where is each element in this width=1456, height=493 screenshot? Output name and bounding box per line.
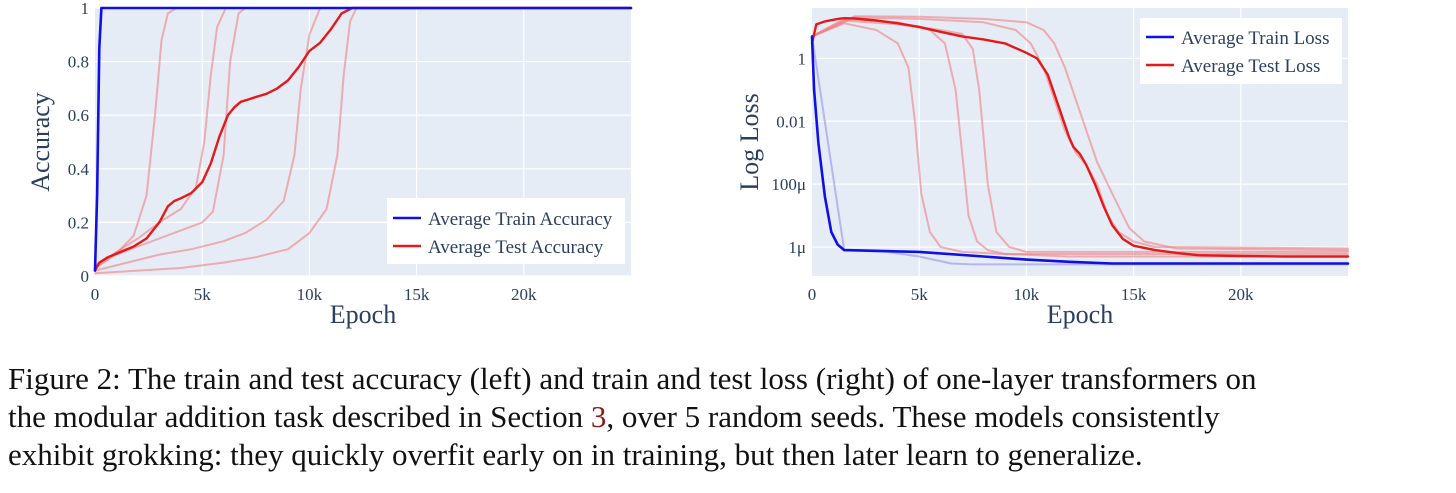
figure-caption: Figure 2: The train and test accuracy (l… <box>8 360 1452 474</box>
x-tick-label: 20k <box>511 285 537 304</box>
y-tick-label: 0.01 <box>776 112 806 131</box>
caption-text: the modular addition task described in S… <box>8 399 591 434</box>
y-axis-label: Accuracy <box>26 92 55 192</box>
gridlines <box>812 8 1348 276</box>
x-tick-label: 5k <box>194 285 212 304</box>
tick-labels: 0 5k 10k 15k 20k 0 0.2 0.4 0.6 0.8 1 <box>68 0 537 304</box>
y-tick-label: 1 <box>798 49 807 68</box>
seed-run-line <box>811 16 1349 250</box>
y-axis-label: Log Loss <box>735 93 764 191</box>
y-tick-label: 0 <box>81 267 90 286</box>
legend-box <box>1140 18 1342 84</box>
seed-run-line <box>811 15 1349 252</box>
series-lines <box>93 6 633 275</box>
caption-text: , over 5 random seeds. These models cons… <box>606 399 1220 434</box>
train-average-line <box>810 35 1350 265</box>
tick-labels: 0 5k 10k 15k 20k 1 0.01 100μ 1μ <box>771 49 1254 304</box>
caption-line: Figure 2: The train and test accuracy (l… <box>8 361 1257 396</box>
test-average-line <box>810 17 1350 258</box>
caption-line: exhibit grokking: they quickly overfit e… <box>8 437 1143 472</box>
x-tick-label: 20k <box>1228 285 1254 304</box>
legend: Average Train Accuracy Average Test Accu… <box>387 198 625 264</box>
seed-run-line <box>94 7 632 267</box>
legend-box <box>387 198 625 264</box>
x-tick-label: 0 <box>91 285 100 304</box>
legend: Average Train Loss Average Test Loss <box>1140 18 1342 84</box>
y-tick-label: 0.2 <box>68 213 89 232</box>
legend-label-train: Average Train Loss <box>1181 28 1329 49</box>
legend-label-train: Average Train Accuracy <box>428 209 613 230</box>
x-tick-label: 10k <box>1014 285 1040 304</box>
x-axis-label: Epoch <box>1047 300 1113 329</box>
seed-run-line <box>811 19 1349 253</box>
x-axis-label: Epoch <box>330 300 396 329</box>
seed-run-line <box>94 7 632 275</box>
x-tick-label: 15k <box>404 285 430 304</box>
x-tick-label: 10k <box>297 285 323 304</box>
y-tick-label: 0.4 <box>68 160 90 179</box>
y-tick-label: 1 <box>81 0 90 18</box>
y-tick-label: 0.6 <box>68 106 89 125</box>
legend-label-test: Average Test Accuracy <box>428 237 604 258</box>
legend-label-test: Average Test Loss <box>1181 56 1320 77</box>
train-average-line <box>93 6 633 272</box>
y-tick-label: 0.8 <box>68 53 89 72</box>
x-tick-label: 5k <box>911 285 929 304</box>
seed-run-line <box>94 7 632 272</box>
y-tick-label: 1μ <box>788 238 806 257</box>
series-lines <box>810 15 1350 266</box>
caption-line: the modular addition task described in S… <box>8 398 1452 436</box>
test-average-line <box>93 6 633 272</box>
x-tick-label: 15k <box>1121 285 1147 304</box>
section-reference-link[interactable]: 3 <box>590 399 607 434</box>
x-tick-label: 0 <box>808 285 817 304</box>
accuracy-chart: 0 5k 10k 15k 20k 0 0.2 0.4 0.6 0.8 1 Epoch Accurac… <box>26 0 633 329</box>
loss-chart: 0 5k 10k 15k 20k 1 0.01 100μ 1μ Epoch Log Loss A… <box>735 8 1350 329</box>
y-tick-label: 100μ <box>771 175 806 194</box>
